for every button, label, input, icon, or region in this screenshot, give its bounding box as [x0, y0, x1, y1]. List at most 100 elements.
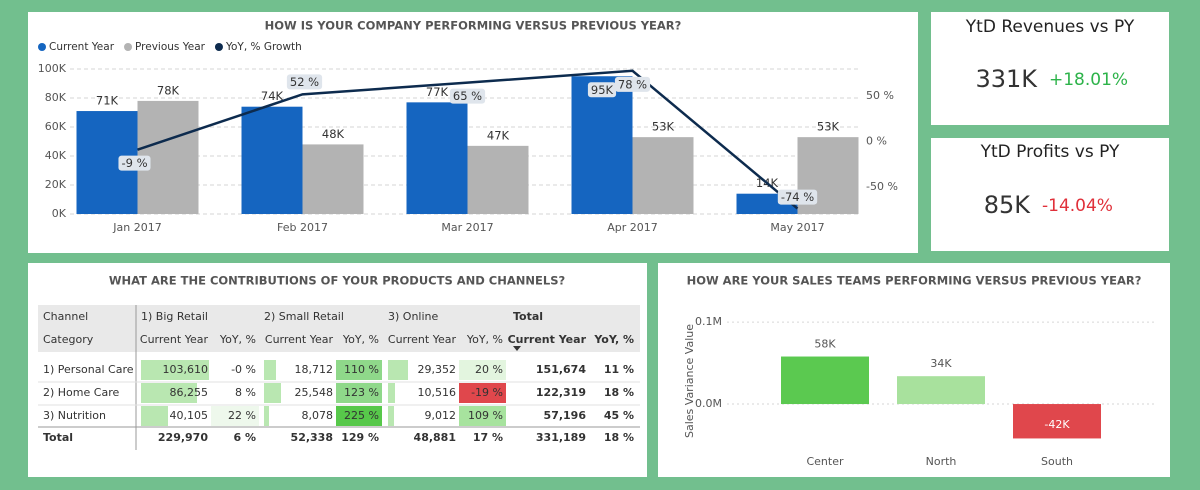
y-tick-label: 100K [38, 62, 67, 75]
data-label: 74K [261, 89, 284, 103]
kpi-value: 331K [975, 65, 1038, 93]
cell-bg [336, 360, 382, 380]
bar [897, 376, 985, 405]
header: YoY, % [593, 333, 634, 346]
data-label: 52 % [290, 75, 319, 89]
x-tick-label: May 2017 [770, 221, 824, 234]
data-bar [388, 383, 395, 403]
cell: 29,352 [418, 363, 457, 376]
data-bar [388, 406, 394, 426]
row-label: 2) Home Care [43, 386, 119, 399]
data-label: 58K [814, 338, 836, 351]
data-label: 47K [487, 128, 510, 142]
cell: 20 % [475, 363, 503, 376]
header: Category [43, 333, 94, 346]
legend-marker [124, 43, 133, 51]
cell: 57,196 [544, 409, 587, 422]
y-tick-label: 60K [45, 120, 67, 133]
cell: 122,319 [536, 386, 586, 399]
y2-tick-label: -50 % [866, 180, 898, 193]
data-label: 53K [817, 120, 840, 134]
data-label: -9 % [121, 156, 147, 170]
label-box [777, 189, 818, 205]
x-tick-label: Feb 2017 [277, 221, 328, 234]
cell: 8 % [235, 386, 256, 399]
cell: 18 % [604, 431, 634, 444]
data-label: 53K [652, 120, 675, 134]
header: 1) Big Retail [141, 310, 208, 323]
kpi-card [931, 12, 1169, 125]
bar [1013, 404, 1101, 439]
header: 3) Online [388, 310, 439, 323]
legend-marker [214, 43, 223, 51]
label-box [286, 74, 323, 90]
bar-panel [658, 263, 1170, 477]
cell: 8,078 [302, 409, 334, 422]
cell: -0 % [231, 363, 256, 376]
cell: 6 % [233, 431, 256, 444]
x-tick-label: Jan 2017 [112, 221, 161, 234]
row-label: Total [43, 431, 73, 444]
data-label: 34K [930, 357, 952, 370]
y-tick-label: 80K [45, 91, 67, 104]
header: Channel [43, 310, 88, 323]
row-label: 1) Personal Care [43, 363, 134, 376]
data-bar [141, 383, 197, 403]
cell-bg [459, 406, 506, 426]
data-label: 71K [96, 94, 119, 108]
x-tick-label: North [926, 455, 957, 468]
legend-label: Previous Year [135, 41, 206, 53]
header: 2) Small Retail [264, 310, 344, 323]
bar [241, 106, 303, 214]
cell: 11 % [604, 363, 634, 376]
cell: 52,338 [291, 431, 333, 444]
header: YoY, % [342, 333, 379, 346]
data-label: 78K [157, 83, 180, 97]
header: YoY, % [219, 333, 256, 346]
cell: 40,105 [170, 409, 209, 422]
header: Current Year [265, 333, 334, 346]
header: Total [513, 310, 543, 323]
y-tick-label: 0.0M [695, 397, 722, 410]
legend-marker [38, 43, 46, 51]
data-bar [264, 360, 276, 380]
bar [571, 76, 633, 214]
cell: 22 % [228, 409, 256, 422]
bar [781, 356, 869, 405]
cell-bg [336, 383, 382, 403]
kpi-change: -14.04% [1042, 196, 1113, 216]
bar [406, 102, 468, 214]
cell: 331,189 [536, 431, 586, 444]
bar [467, 145, 529, 214]
legend-label: Current Year [49, 41, 115, 53]
cell: 129 % [341, 431, 379, 444]
cell-bg [459, 383, 506, 403]
sort-arrow [513, 346, 521, 351]
cell: 25,548 [295, 386, 334, 399]
y-tick-label: 0.1M [695, 315, 722, 328]
label-box [449, 88, 486, 104]
kpi-change: +18.01% [1049, 70, 1128, 90]
data-label: 48K [322, 127, 345, 141]
chart-title: HOW IS YOUR COMPANY PERFORMING VERSUS PR… [265, 19, 682, 33]
table-title: WHAT ARE THE CONTRIBUTIONS OF YOUR PRODU… [109, 274, 565, 288]
data-label: -74 % [781, 190, 814, 204]
line [137, 69, 799, 210]
header-bg [38, 305, 640, 352]
label-box [614, 76, 651, 92]
cell-bg [336, 406, 382, 426]
bar [632, 137, 694, 214]
label-box [587, 82, 617, 98]
y2-tick-label: 0 % [866, 135, 887, 148]
y2-tick-label: 50 % [866, 89, 894, 102]
y-axis-title: Sales Variance Value [683, 324, 696, 438]
cell: 110 % [344, 363, 379, 376]
row-label: 3) Nutrition [43, 409, 106, 422]
y-tick-label: 40K [45, 149, 67, 162]
cell-bg [211, 406, 259, 426]
x-tick-label: Center [806, 455, 844, 468]
cell: 18 % [604, 386, 634, 399]
cell: 103,610 [163, 363, 209, 376]
data-label: 77K [426, 85, 449, 99]
